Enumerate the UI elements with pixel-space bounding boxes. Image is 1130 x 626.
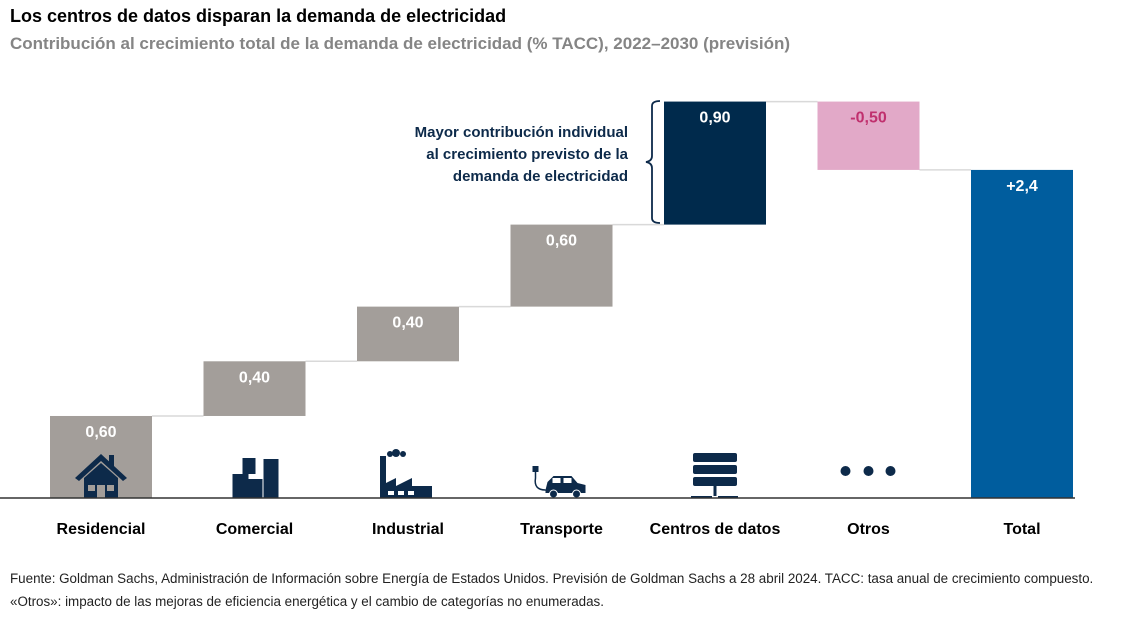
electric-car-icon [532, 466, 586, 499]
bar-total [971, 169, 1073, 499]
annotation-bracket [645, 100, 661, 224]
data-label: 0,90 [699, 110, 730, 127]
data-label: 0,60 [85, 424, 116, 441]
annotation-text: Mayor contribución individual al crecimi… [414, 124, 628, 185]
category-label: Industrial [372, 521, 444, 538]
buildings-icon [232, 458, 279, 498]
category-label: Transporte [520, 521, 603, 538]
data-label: 0,40 [239, 369, 270, 386]
bar-centros-de-datos [664, 101, 766, 225]
data-label: -0,50 [850, 110, 887, 127]
category-label: Comercial [216, 521, 293, 538]
waterfall-chart: 0,60 Residencial 0,40 Comercial 0,40 Industri… [0, 100, 1075, 538]
bar-comercial [203, 361, 306, 416]
category-label: Centros de datos [650, 521, 781, 538]
factory-icon [380, 449, 432, 498]
data-label: 0,40 [392, 315, 423, 332]
ellipsis-icon [840, 466, 896, 476]
data-label: 0,60 [546, 233, 577, 250]
server-icon [691, 453, 738, 498]
chart-subtitle: Contribución al crecimiento total de la … [10, 34, 791, 53]
house-icon [75, 454, 127, 498]
chart-title: Los centros de datos disparan la demanda… [10, 6, 507, 26]
data-label: +2,4 [1006, 178, 1038, 195]
category-label: Otros [847, 521, 890, 538]
bar-industrial [357, 306, 459, 362]
category-label: Residencial [57, 521, 146, 538]
footnote: Fuente: Goldman Sachs, Administración de… [10, 571, 1094, 609]
category-label: Total [1003, 521, 1040, 538]
bar-transporte [510, 224, 613, 307]
bar-otros [817, 101, 920, 170]
